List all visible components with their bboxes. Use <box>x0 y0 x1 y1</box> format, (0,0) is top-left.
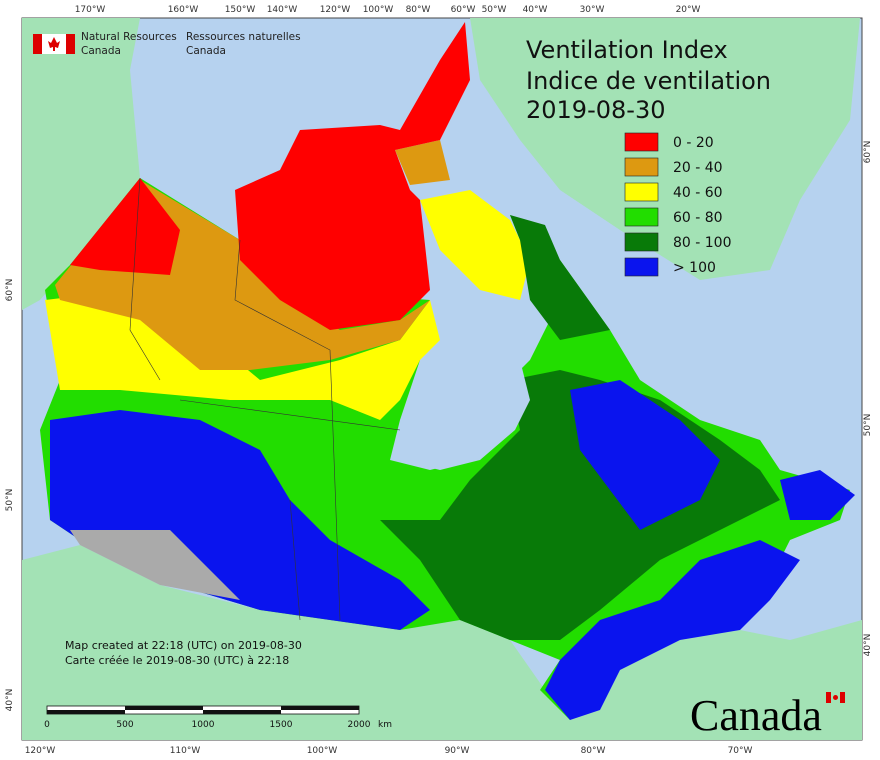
legend-swatch <box>624 157 659 177</box>
longitude-label: 90°W <box>445 746 470 756</box>
legend-label: 20 - 40 <box>673 160 723 176</box>
scale-unit: km <box>378 720 392 730</box>
credit-fr: Carte créée le 2019-08-30 (UTC) à 22:18 <box>65 654 289 667</box>
longitude-label: 30°W <box>580 5 605 15</box>
longitude-label: 40°W <box>523 5 548 15</box>
scale-segment <box>47 710 125 714</box>
flag-bar <box>33 34 42 54</box>
legend-label: > 100 <box>673 260 716 276</box>
flag-bar <box>840 692 845 703</box>
top-labels: 170°W 160°W 150°W 140°W 120°W 100°W 80°W… <box>75 5 701 15</box>
agency-en: Natural Resources <box>81 31 177 43</box>
united-states <box>22 545 862 740</box>
longitude-label: 70°W <box>728 746 753 756</box>
legend-swatch <box>624 182 659 202</box>
latitude-label: 40°N <box>863 634 873 657</box>
longitude-label: 110°W <box>170 746 201 756</box>
hudson-bay <box>400 330 530 470</box>
agency-en: Canada <box>81 45 121 57</box>
scale-label: 500 <box>116 720 133 730</box>
flag-bar <box>66 34 75 54</box>
latitude-label: 50°N <box>5 489 15 512</box>
latitude-label: 40°N <box>5 689 15 712</box>
legend-label: 0 - 20 <box>673 135 714 151</box>
scale-label: 1500 <box>270 720 293 730</box>
legend-swatch <box>624 132 659 152</box>
labrador-80-100 <box>510 215 610 340</box>
yukon-0-20 <box>70 178 180 275</box>
latitude-label: 60°N <box>5 279 15 302</box>
boundaries <box>129 177 401 621</box>
arctic-20-40 <box>395 140 450 185</box>
bottom-labels: 120°W 110°W 100°W 90°W 80°W 70°W <box>25 746 753 756</box>
longitude-label: 60°W <box>451 5 476 15</box>
greenland <box>470 18 860 280</box>
maple-leaf <box>48 37 60 51</box>
longitude-label: 140°W <box>267 5 298 15</box>
longitude-label: 120°W <box>25 746 56 756</box>
legend-swatch <box>624 207 659 227</box>
scale-segment <box>281 706 359 710</box>
latitude-label: 60°N <box>863 141 873 164</box>
title-en: Ventilation Index <box>526 36 728 64</box>
legend-label: 60 - 80 <box>673 210 723 226</box>
title-date: 2019-08-30 <box>526 96 665 124</box>
zone-0-20 <box>235 22 470 330</box>
baffin-40-60 <box>420 190 530 300</box>
legend: 0 - 20 20 - 40 40 - 60 60 - 80 80 - 100 > 100 <box>624 132 732 277</box>
scale-segment <box>125 706 203 710</box>
left-labels: 60°N 50°N 40°N <box>5 279 15 712</box>
scale-segment <box>203 710 281 714</box>
newfoundland-over-100 <box>780 470 855 520</box>
west-over-100 <box>50 410 430 630</box>
canada-wordmark: Canada <box>690 691 822 740</box>
maple-leaf <box>833 695 838 700</box>
base-map <box>22 18 862 740</box>
longitude-label: 100°W <box>363 5 394 15</box>
scale-bar: 0 500 1000 1500 2000 km <box>44 705 392 730</box>
title-fr: Indice de ventilation <box>526 67 771 95</box>
flag-bar <box>826 692 831 703</box>
longitude-label: 50°W <box>482 5 507 15</box>
agency-fr: Canada <box>186 45 226 57</box>
agency-signature: Natural Resources Canada Ressources natu… <box>33 31 301 57</box>
right-labels: 60°N 50°N 40°N <box>863 141 873 657</box>
quebec-over-100 <box>570 380 720 530</box>
scale-label: 1000 <box>192 720 215 730</box>
alaska <box>22 18 140 310</box>
southeast-over-100 <box>545 540 800 720</box>
no-data <box>70 530 240 600</box>
agency-fr: Ressources naturelles <box>186 31 301 43</box>
longitude-label: 100°W <box>307 746 338 756</box>
legend-label: 80 - 100 <box>673 235 732 251</box>
legend-swatch <box>624 232 659 252</box>
legend-swatch <box>624 257 659 277</box>
credit-en: Map created at 22:18 (UTC) on 2019-08-30 <box>65 639 302 652</box>
latitude-label: 50°N <box>863 414 873 437</box>
longitude-label: 160°W <box>168 5 199 15</box>
longitude-label: 80°W <box>581 746 606 756</box>
wordmark: Canada <box>690 691 845 740</box>
longitude-label: 20°W <box>676 5 701 15</box>
longitude-label: 170°W <box>75 5 106 15</box>
legend-label: 40 - 60 <box>673 185 723 201</box>
longitude-label: 80°W <box>406 5 431 15</box>
scale-label: 2000 <box>348 720 371 730</box>
scale-label: 0 <box>44 720 50 730</box>
longitude-label: 120°W <box>320 5 351 15</box>
longitude-label: 150°W <box>225 5 256 15</box>
